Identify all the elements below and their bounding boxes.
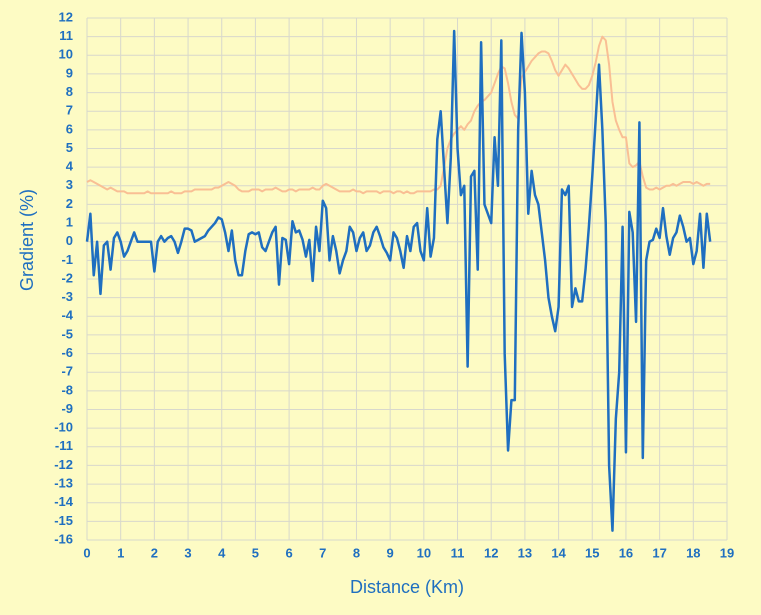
y-tick-label: 10 — [59, 47, 73, 62]
x-tick-label: 12 — [484, 545, 498, 560]
y-tick-label: -15 — [54, 513, 73, 528]
x-tick-label: 16 — [619, 545, 633, 560]
y-tick-label: 12 — [59, 9, 73, 24]
y-tick-label: -4 — [61, 308, 73, 323]
x-tick-label: 17 — [652, 545, 666, 560]
y-tick-label: 3 — [66, 177, 73, 192]
y-tick-label: -13 — [54, 476, 73, 491]
x-tick-label: 15 — [585, 545, 599, 560]
x-tick-label: 8 — [353, 545, 360, 560]
x-tick-label: 10 — [417, 545, 431, 560]
x-tick-label: 3 — [184, 545, 191, 560]
y-tick-label: 0 — [66, 233, 73, 248]
y-tick-label: 4 — [66, 159, 74, 174]
x-tick-label: 11 — [451, 545, 465, 560]
x-tick-label: 18 — [686, 545, 700, 560]
x-tick-label: 1 — [117, 545, 124, 560]
x-tick-label: 5 — [252, 545, 259, 560]
x-tick-label: 19 — [720, 545, 734, 560]
y-tick-label: 8 — [66, 84, 73, 99]
data-line — [85, 29, 712, 532]
x-tick-label: 7 — [319, 545, 326, 560]
y-tick-label: -12 — [54, 457, 73, 472]
y-tick-label: -2 — [61, 270, 73, 285]
x-tick-label: 0 — [83, 545, 90, 560]
x-tick-label: 6 — [285, 545, 292, 560]
x-tick-label: 13 — [518, 545, 532, 560]
x-tick-label: 14 — [551, 545, 566, 560]
y-tick-label: 5 — [66, 140, 73, 155]
y-tick-label: -1 — [61, 252, 73, 267]
y-tick-label: -11 — [55, 438, 73, 453]
y-tick-label: 7 — [66, 103, 73, 118]
y-tick-label: 6 — [66, 121, 73, 136]
y-tick-label: -14 — [54, 494, 74, 509]
y-tick-label: -16 — [54, 531, 73, 546]
y-axis-title: Gradient (%) — [17, 189, 37, 291]
y-tick-label: -10 — [54, 420, 73, 435]
y-tick-label: -5 — [61, 326, 73, 341]
y-tick-label: 9 — [66, 65, 73, 80]
y-tick-label: -8 — [61, 382, 73, 397]
data-line — [86, 35, 711, 195]
y-tick-label: 2 — [66, 196, 73, 211]
x-axis-title: Distance (Km) — [350, 577, 464, 597]
y-tick-label: -7 — [61, 364, 73, 379]
y-tick-label: 11 — [59, 28, 73, 43]
x-tick-label: 9 — [387, 545, 394, 560]
y-tick-label: 1 — [66, 215, 73, 230]
x-tick-label: 2 — [151, 545, 158, 560]
y-tick-label: -3 — [61, 289, 73, 304]
y-tick-label: -9 — [61, 401, 73, 416]
y-tick-label: -6 — [61, 345, 73, 360]
x-tick-label: 4 — [218, 545, 226, 560]
